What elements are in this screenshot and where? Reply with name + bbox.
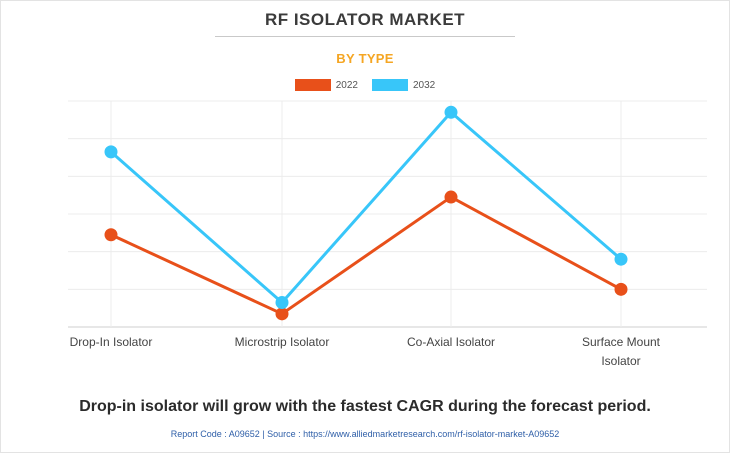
chart-title: RF ISOLATOR MARKET [264,10,466,29]
data-point-2032 [275,296,289,310]
data-point-2032 [444,105,458,119]
data-point-2022 [275,307,289,321]
data-point-2022 [444,190,458,204]
legend-label-2022: 2022 [335,79,358,91]
legend-swatch-2032 [372,79,408,91]
x-tick-label-line: Drop-In Isolator [70,335,153,349]
legend-item-2022: 2022 [294,79,358,91]
source-citation: Report Code : A09652 | Source : https://… [170,429,560,439]
data-point-2032 [104,145,118,159]
legend-label-2032: 2032 [413,79,436,91]
x-tick-label: Surface Mount Isolator [582,335,661,368]
x-tick-label-line: Isolator [601,354,640,368]
data-point-2022 [614,282,628,296]
series-line-2032 [110,110,622,305]
x-tick-label-line: Co-Axial Isolator [407,335,495,349]
series-line-2022 [110,195,622,316]
x-axis-labels: Drop-In Isolator Microstrip Isolator Co-Ax… [70,335,661,368]
x-tick-label: Drop-In Isolator [70,335,153,349]
chart-subtitle: BY TYPE [336,51,394,66]
chart-footnote: Drop-in isolator will grow with the fast… [79,398,651,415]
legend: 2022 2032 [0,79,730,91]
data-points [104,105,628,321]
data-point-2022 [104,228,118,242]
x-tick-label-line: Surface Mount [582,335,661,349]
title-divider [215,36,515,37]
x-tick-label: Co-Axial Isolator [407,335,495,349]
legend-swatch-2022 [294,79,331,91]
grid [68,100,707,328]
legend-item-2032: 2032 [372,79,435,91]
x-tick-label: Microstrip Isolator [235,335,330,349]
data-point-2032 [614,252,628,266]
x-tick-label-line: Microstrip Isolator [235,335,330,349]
series-lines [110,110,622,316]
line-chart: Drop-In Isolator Microstrip Isolator Co-Ax… [68,100,707,368]
